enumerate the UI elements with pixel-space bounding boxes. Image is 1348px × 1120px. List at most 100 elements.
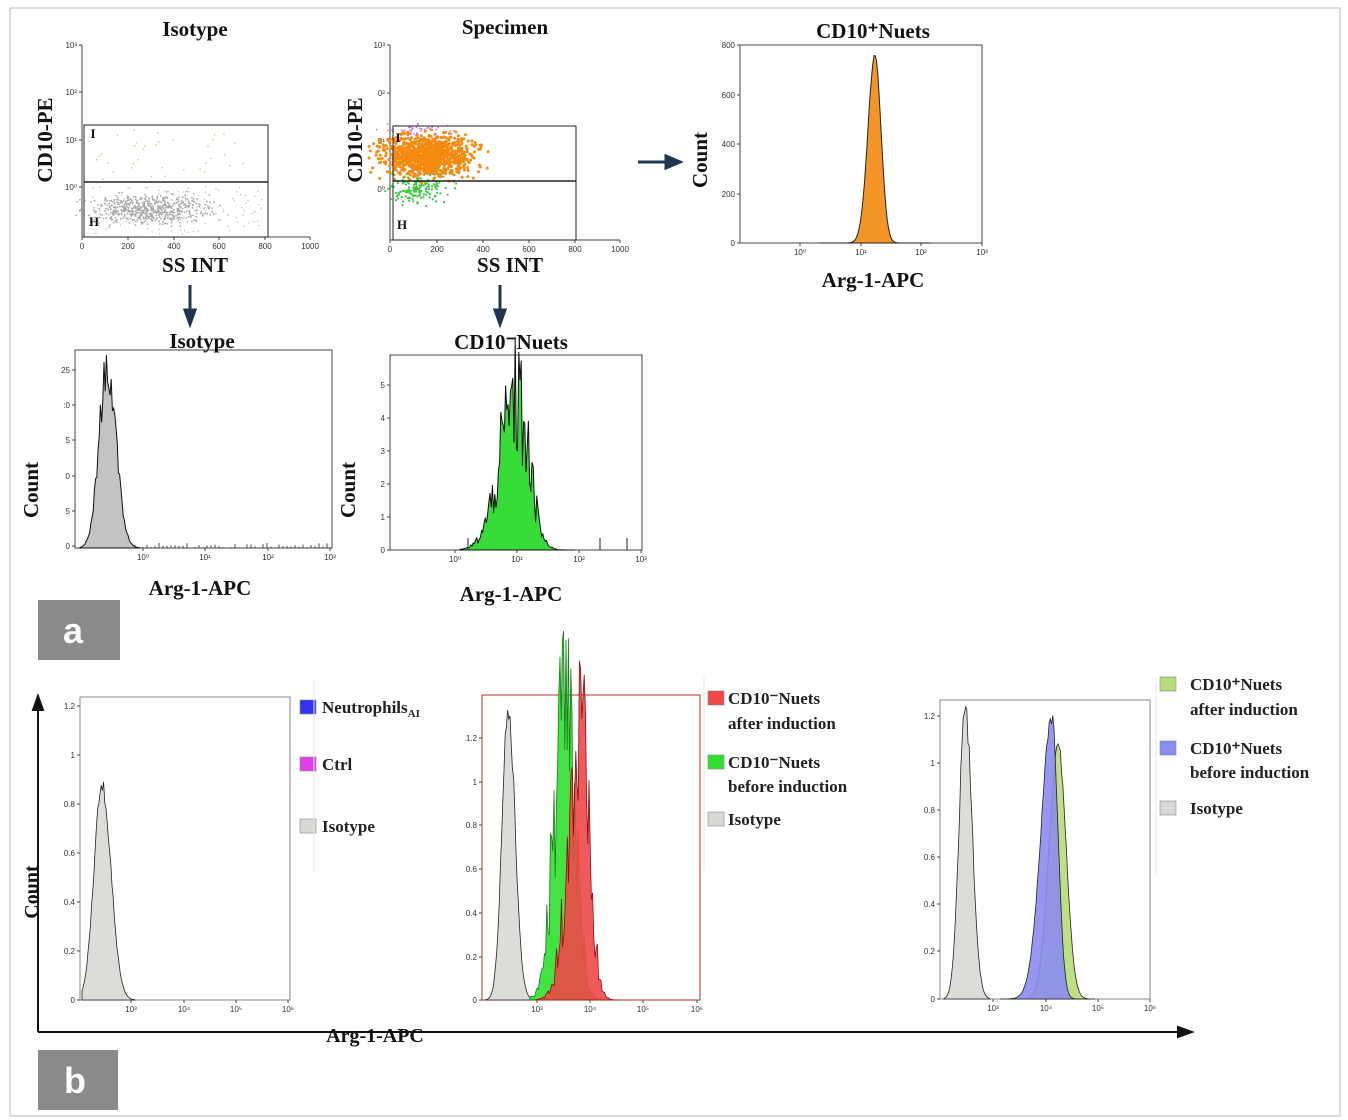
event-dot bbox=[151, 231, 153, 233]
x-axis-label: Arg-1-APC bbox=[326, 1025, 424, 1047]
event-dot bbox=[378, 176, 382, 180]
event-dot bbox=[211, 210, 214, 212]
event-dot bbox=[462, 165, 466, 169]
event-dot bbox=[120, 213, 123, 216]
event-dot bbox=[390, 185, 393, 188]
legend-label: CD10⁺Nuets bbox=[1190, 739, 1282, 758]
event-dot bbox=[82, 207, 85, 210]
event-dot bbox=[257, 220, 259, 223]
event-dot bbox=[181, 196, 184, 199]
event-dot bbox=[173, 202, 176, 205]
event-dot bbox=[419, 143, 423, 147]
event-dot bbox=[418, 184, 421, 187]
event-dot bbox=[142, 209, 145, 212]
event-dot bbox=[172, 139, 174, 142]
event-dot bbox=[168, 213, 171, 216]
event-dot bbox=[397, 164, 401, 168]
event-dot bbox=[229, 230, 231, 232]
event-dot bbox=[112, 171, 114, 173]
x-tick-label: 200 bbox=[121, 242, 135, 251]
y-tick-label: 1 bbox=[71, 751, 76, 760]
event-dot bbox=[114, 217, 117, 219]
event-dot bbox=[156, 195, 159, 197]
event-dot bbox=[126, 217, 129, 220]
y-tick-label: 0 bbox=[731, 239, 736, 248]
event-dot bbox=[105, 212, 108, 215]
event-dot bbox=[147, 204, 149, 207]
event-dot bbox=[98, 207, 101, 210]
event-dot bbox=[98, 155, 101, 157]
event-dot bbox=[152, 205, 155, 208]
event-dot bbox=[440, 149, 444, 153]
y-tick-label: 0.6 bbox=[64, 849, 76, 858]
event-dot bbox=[458, 143, 462, 147]
event-dot bbox=[193, 200, 196, 203]
event-dot bbox=[436, 182, 439, 185]
event-dot bbox=[450, 146, 454, 150]
event-dot bbox=[95, 158, 98, 161]
x-axis-label: Arg-1-APC bbox=[460, 582, 563, 606]
event-dot bbox=[408, 170, 412, 174]
event-dot bbox=[485, 166, 489, 170]
event-dot bbox=[129, 217, 132, 220]
event-dot bbox=[402, 189, 405, 192]
event-dot bbox=[440, 146, 444, 150]
event-dot bbox=[204, 171, 206, 173]
event-dot bbox=[452, 173, 456, 177]
event-dot bbox=[158, 214, 161, 216]
event-dot bbox=[371, 166, 375, 170]
y-tick-label: 0 bbox=[381, 546, 386, 555]
event-dot bbox=[455, 151, 459, 155]
y-tick-label: 5 bbox=[66, 436, 71, 445]
event-dot bbox=[408, 126, 410, 128]
event-dot bbox=[413, 140, 417, 144]
event-dot bbox=[181, 200, 184, 202]
panel-label-box bbox=[38, 1050, 118, 1110]
event-dot bbox=[447, 131, 451, 135]
x-tick-label: 10¹ bbox=[511, 555, 523, 564]
event-dot bbox=[397, 197, 400, 200]
event-dot bbox=[143, 217, 145, 220]
y-tick-label: 0 bbox=[66, 542, 71, 551]
event-dot bbox=[410, 193, 413, 196]
event-dot bbox=[200, 211, 202, 214]
event-dot bbox=[150, 217, 152, 220]
event-dot bbox=[450, 156, 454, 160]
event-dot bbox=[421, 150, 425, 154]
event-dot bbox=[127, 187, 129, 189]
event-dot bbox=[112, 214, 115, 217]
event-dot bbox=[417, 191, 421, 194]
legend-text: CD10⁺Nuets bbox=[1190, 675, 1282, 694]
event-dot bbox=[150, 212, 153, 215]
histogram-shape bbox=[820, 55, 930, 244]
event-dot bbox=[400, 145, 404, 149]
event-dot bbox=[129, 187, 131, 189]
event-dot bbox=[422, 193, 426, 196]
event-dot bbox=[198, 194, 200, 197]
event-dot bbox=[404, 146, 408, 150]
event-dot bbox=[144, 219, 147, 222]
event-dot bbox=[242, 162, 245, 165]
event-dot bbox=[131, 219, 134, 222]
event-dot bbox=[243, 225, 245, 228]
event-dot bbox=[432, 157, 436, 161]
legend-text: before induction bbox=[1190, 763, 1310, 782]
event-dot bbox=[136, 219, 139, 221]
event-dot bbox=[409, 129, 411, 132]
event-dot bbox=[242, 214, 244, 216]
event-dot bbox=[159, 195, 162, 197]
legend-subscript: AI bbox=[408, 708, 420, 720]
event-dot bbox=[406, 196, 410, 200]
event-dot bbox=[172, 217, 174, 220]
event-dot bbox=[204, 212, 207, 215]
event-dot bbox=[436, 185, 439, 188]
event-dot bbox=[394, 136, 398, 140]
event-dot bbox=[411, 126, 414, 129]
event-dot bbox=[374, 153, 378, 157]
x-tick-label: 0 bbox=[80, 242, 85, 251]
event-dot bbox=[130, 201, 133, 203]
y-tick-label: 1.2 bbox=[64, 702, 76, 711]
event-dot bbox=[170, 221, 173, 224]
event-dot bbox=[426, 168, 430, 172]
event-dot bbox=[169, 218, 172, 221]
